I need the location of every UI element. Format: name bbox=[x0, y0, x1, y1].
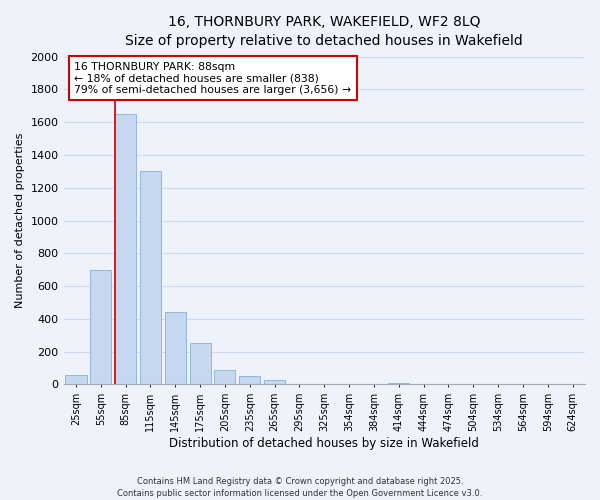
Bar bbox=[165, 312, 186, 384]
Bar bbox=[388, 383, 409, 384]
Bar bbox=[90, 270, 112, 384]
Text: Contains HM Land Registry data © Crown copyright and database right 2025.
Contai: Contains HM Land Registry data © Crown c… bbox=[118, 476, 482, 498]
Bar bbox=[239, 376, 260, 384]
Bar bbox=[264, 380, 285, 384]
Bar bbox=[214, 370, 235, 384]
Title: 16, THORNBURY PARK, WAKEFIELD, WF2 8LQ
Size of property relative to detached hou: 16, THORNBURY PARK, WAKEFIELD, WF2 8LQ S… bbox=[125, 15, 523, 48]
Bar bbox=[65, 374, 86, 384]
Bar bbox=[190, 344, 211, 384]
Bar bbox=[115, 114, 136, 384]
Bar bbox=[140, 172, 161, 384]
Text: 16 THORNBURY PARK: 88sqm
← 18% of detached houses are smaller (838)
79% of semi-: 16 THORNBURY PARK: 88sqm ← 18% of detach… bbox=[74, 62, 351, 94]
Y-axis label: Number of detached properties: Number of detached properties bbox=[15, 133, 25, 308]
X-axis label: Distribution of detached houses by size in Wakefield: Distribution of detached houses by size … bbox=[169, 437, 479, 450]
